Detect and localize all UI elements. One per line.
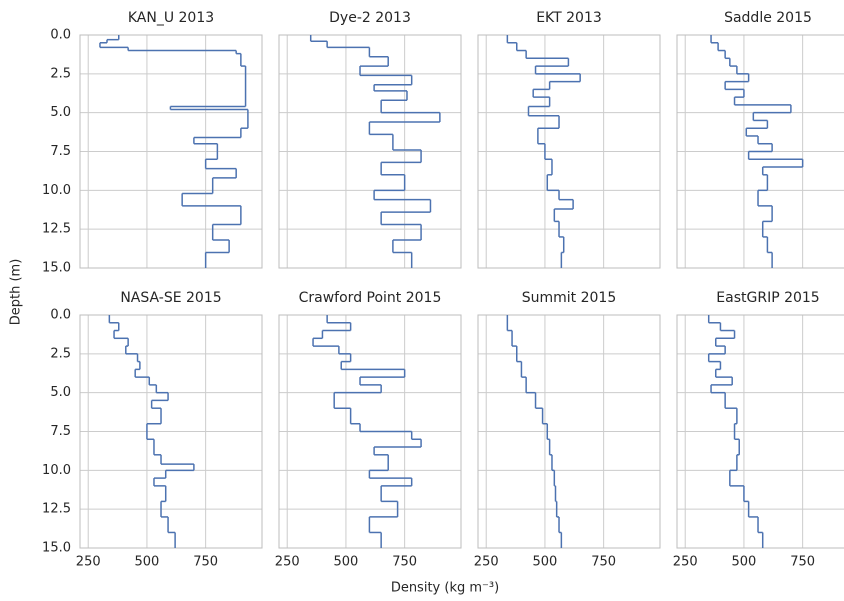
y-tick-label: 12.5 [42,502,71,517]
x-tick-label: 750 [193,555,218,570]
y-tick-label: 0.0 [50,308,71,323]
x-tick-label: 500 [135,555,160,570]
x-tick-label: 500 [334,555,359,570]
y-tick-label: 10.0 [42,183,71,198]
panel-frame [477,34,661,269]
panel-title: EKT 2013 [536,10,602,26]
x-tick-label: 750 [392,555,417,570]
x-axis-label: Density (kg m⁻³) [391,581,499,596]
y-tick-label: 2.5 [50,346,71,361]
panel-frame [278,314,462,549]
panel-title: KAN_U 2013 [128,10,214,26]
panel-frame [676,314,844,549]
y-tick-label: 5.0 [50,105,71,120]
x-tick-label: 750 [790,555,815,570]
x-tick-label: 250 [673,555,698,570]
y-axis-label: Depth (m) [9,259,24,326]
y-tick-label: 15.0 [42,261,71,276]
y-tick-label: 10.0 [42,463,71,478]
panel-frame [676,34,844,269]
panel-frame [79,314,263,549]
y-tick-label: 15.0 [42,541,71,556]
panel-title: EastGRIP 2015 [716,290,819,306]
x-tick-label: 500 [533,555,558,570]
panel-frame [79,34,263,269]
panel-frame [278,34,462,269]
panel-title: NASA-SE 2015 [120,290,221,306]
y-tick-label: 12.5 [42,222,71,237]
x-tick-label: 750 [591,555,616,570]
x-tick-label: 250 [474,555,499,570]
x-tick-label: 250 [76,555,101,570]
panel-title: Crawford Point 2015 [299,290,442,306]
y-tick-label: 0.0 [50,28,71,43]
y-tick-label: 7.5 [50,144,71,159]
y-tick-label: 5.0 [50,385,71,400]
x-tick-label: 500 [732,555,757,570]
panel-title: Dye-2 2013 [329,10,411,26]
panel-title: Saddle 2015 [724,10,812,26]
x-tick-label: 250 [275,555,300,570]
panel-frame [477,314,661,549]
y-tick-label: 7.5 [50,424,71,439]
panel-title: Summit 2015 [522,290,617,306]
y-tick-label: 2.5 [50,66,71,81]
